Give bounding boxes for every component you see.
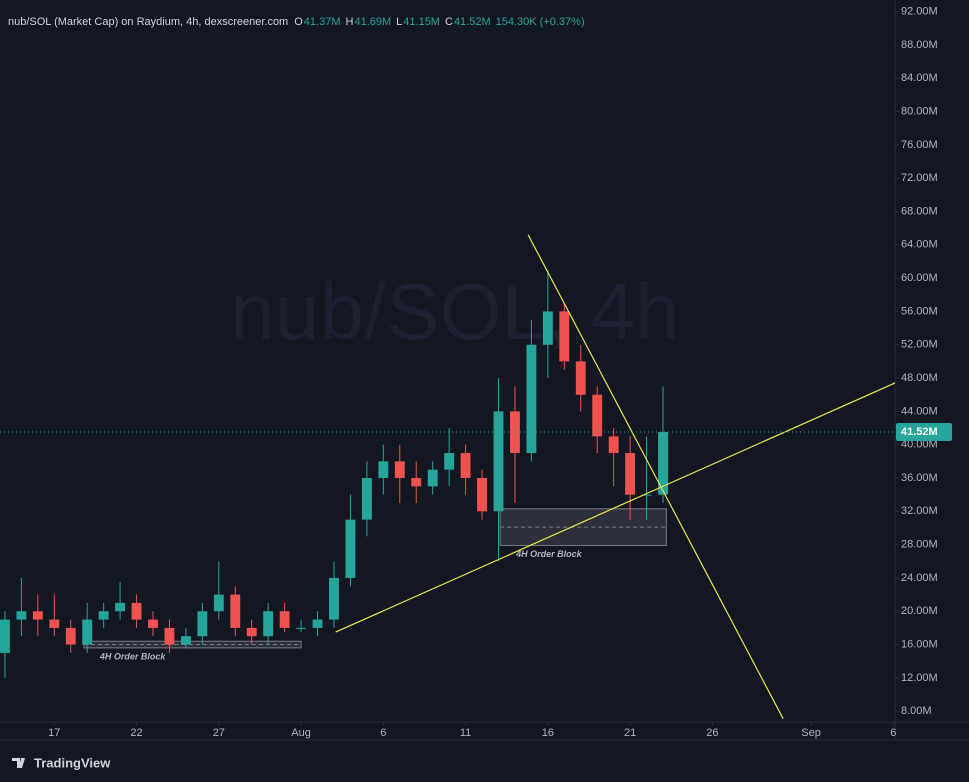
y-tick-label: 32.00M bbox=[901, 505, 938, 517]
legend-value: 41.52M bbox=[454, 16, 491, 28]
y-tick-label: 44.00M bbox=[901, 405, 938, 417]
legend-key: L bbox=[396, 16, 402, 28]
y-tick-label: 12.00M bbox=[901, 672, 938, 684]
trend-line bbox=[527, 234, 784, 719]
order-block-label: 4H Order Block bbox=[515, 549, 583, 559]
candle-body bbox=[329, 577, 339, 620]
legend-value: 41.15M bbox=[403, 16, 440, 28]
candle-body bbox=[32, 611, 43, 620]
y-tick-label: 92.00M bbox=[901, 6, 938, 18]
legend-key: C bbox=[445, 16, 453, 28]
y-tick-label: 36.00M bbox=[901, 472, 938, 484]
candle-body bbox=[592, 394, 603, 437]
candle-body bbox=[625, 453, 636, 495]
y-tick-label: 72.00M bbox=[901, 172, 938, 184]
candle-body bbox=[575, 361, 586, 395]
order-block-label: 4H Order Block bbox=[99, 651, 167, 661]
candle-body bbox=[213, 594, 224, 612]
candle-body bbox=[98, 611, 109, 620]
y-tick-label: 76.00M bbox=[901, 139, 938, 151]
y-tick-label: 84.00M bbox=[901, 72, 938, 84]
legend-change: 154.30K (+0.37%) bbox=[496, 16, 585, 28]
x-tick-label: 22 bbox=[130, 727, 142, 739]
trend-line bbox=[335, 382, 895, 633]
candle-body bbox=[197, 611, 208, 637]
x-tick-label: 27 bbox=[213, 727, 225, 739]
legend-key: H bbox=[346, 16, 354, 28]
y-tick-label: 60.00M bbox=[901, 272, 938, 284]
candle-body bbox=[230, 594, 241, 628]
candle-body bbox=[477, 478, 487, 512]
y-tick-label: 8.00M bbox=[901, 705, 932, 717]
candle-body bbox=[510, 411, 520, 454]
plot: 4H Order Block 4H Order Block bbox=[0, 234, 895, 719]
y-tick-label: 56.00M bbox=[901, 305, 938, 317]
last-price-box bbox=[896, 423, 952, 442]
candle-body bbox=[82, 619, 93, 645]
candle-body bbox=[279, 611, 290, 628]
candle-body bbox=[411, 478, 422, 487]
candle-body bbox=[312, 619, 323, 628]
y-tick-label: 20.00M bbox=[901, 605, 938, 617]
y-tick-label: 40.00M bbox=[901, 439, 938, 451]
x-tick-label: 11 bbox=[460, 727, 471, 739]
candle-body bbox=[608, 436, 619, 454]
y-tick-label: 68.00M bbox=[901, 205, 938, 217]
candle-body bbox=[641, 494, 652, 496]
x-tick-label: 6 bbox=[890, 727, 896, 739]
candle-body bbox=[246, 627, 257, 637]
legend-value: 41.37M bbox=[304, 16, 341, 28]
candle-body bbox=[164, 627, 175, 645]
y-tick-label: 64.00M bbox=[901, 239, 938, 251]
legend-key: O bbox=[294, 16, 303, 28]
candle-body bbox=[444, 453, 455, 470]
candle-body bbox=[180, 636, 191, 645]
footer-brand: TradingView bbox=[34, 755, 111, 770]
candle-body bbox=[460, 453, 471, 479]
candle-body bbox=[427, 469, 438, 487]
candle-body bbox=[49, 619, 60, 628]
candle-body bbox=[148, 619, 158, 628]
y-tick-label: 48.00M bbox=[901, 372, 938, 384]
candle-body bbox=[658, 432, 668, 495]
legend-value: 41.69M bbox=[354, 16, 391, 28]
x-tick-label: 21 bbox=[624, 727, 636, 739]
candle-body bbox=[394, 461, 405, 479]
y-tick-label: 28.00M bbox=[901, 539, 938, 551]
x-tick-label: 16 bbox=[542, 727, 554, 739]
candle-body bbox=[65, 627, 76, 645]
y-tick-label: 80.00M bbox=[901, 105, 938, 117]
candle-body bbox=[131, 602, 142, 620]
x-tick-label: Aug bbox=[291, 727, 311, 739]
brand-logo bbox=[12, 758, 25, 768]
candle-body bbox=[526, 344, 537, 454]
x-tick-label: 17 bbox=[48, 727, 60, 739]
chart-title: nub/SOL (Market Cap) on Raydium, 4h, dex… bbox=[8, 16, 288, 28]
x-tick-label: 26 bbox=[706, 727, 718, 739]
x-tick-label: Sep bbox=[801, 727, 821, 739]
watermark: nub/SOL, 4h bbox=[230, 267, 679, 356]
y-tick-label: 24.00M bbox=[901, 572, 938, 584]
candle-body bbox=[16, 611, 27, 620]
candle-body bbox=[542, 311, 553, 345]
candle-body bbox=[361, 478, 372, 520]
candle-body bbox=[115, 602, 126, 612]
candle-body bbox=[493, 411, 504, 512]
y-tick-label: 16.00M bbox=[901, 638, 938, 650]
candle-body bbox=[296, 627, 307, 629]
y-tick-label: 88.00M bbox=[901, 39, 938, 51]
last-price-label: 41.52M bbox=[901, 426, 938, 438]
x-tick-label: 6 bbox=[380, 727, 386, 739]
candle-body bbox=[378, 461, 389, 479]
candle-body bbox=[559, 311, 570, 362]
candle-body bbox=[345, 519, 356, 578]
candle-body bbox=[0, 619, 10, 653]
y-tick-label: 52.00M bbox=[901, 339, 938, 351]
candle-body bbox=[263, 611, 274, 637]
